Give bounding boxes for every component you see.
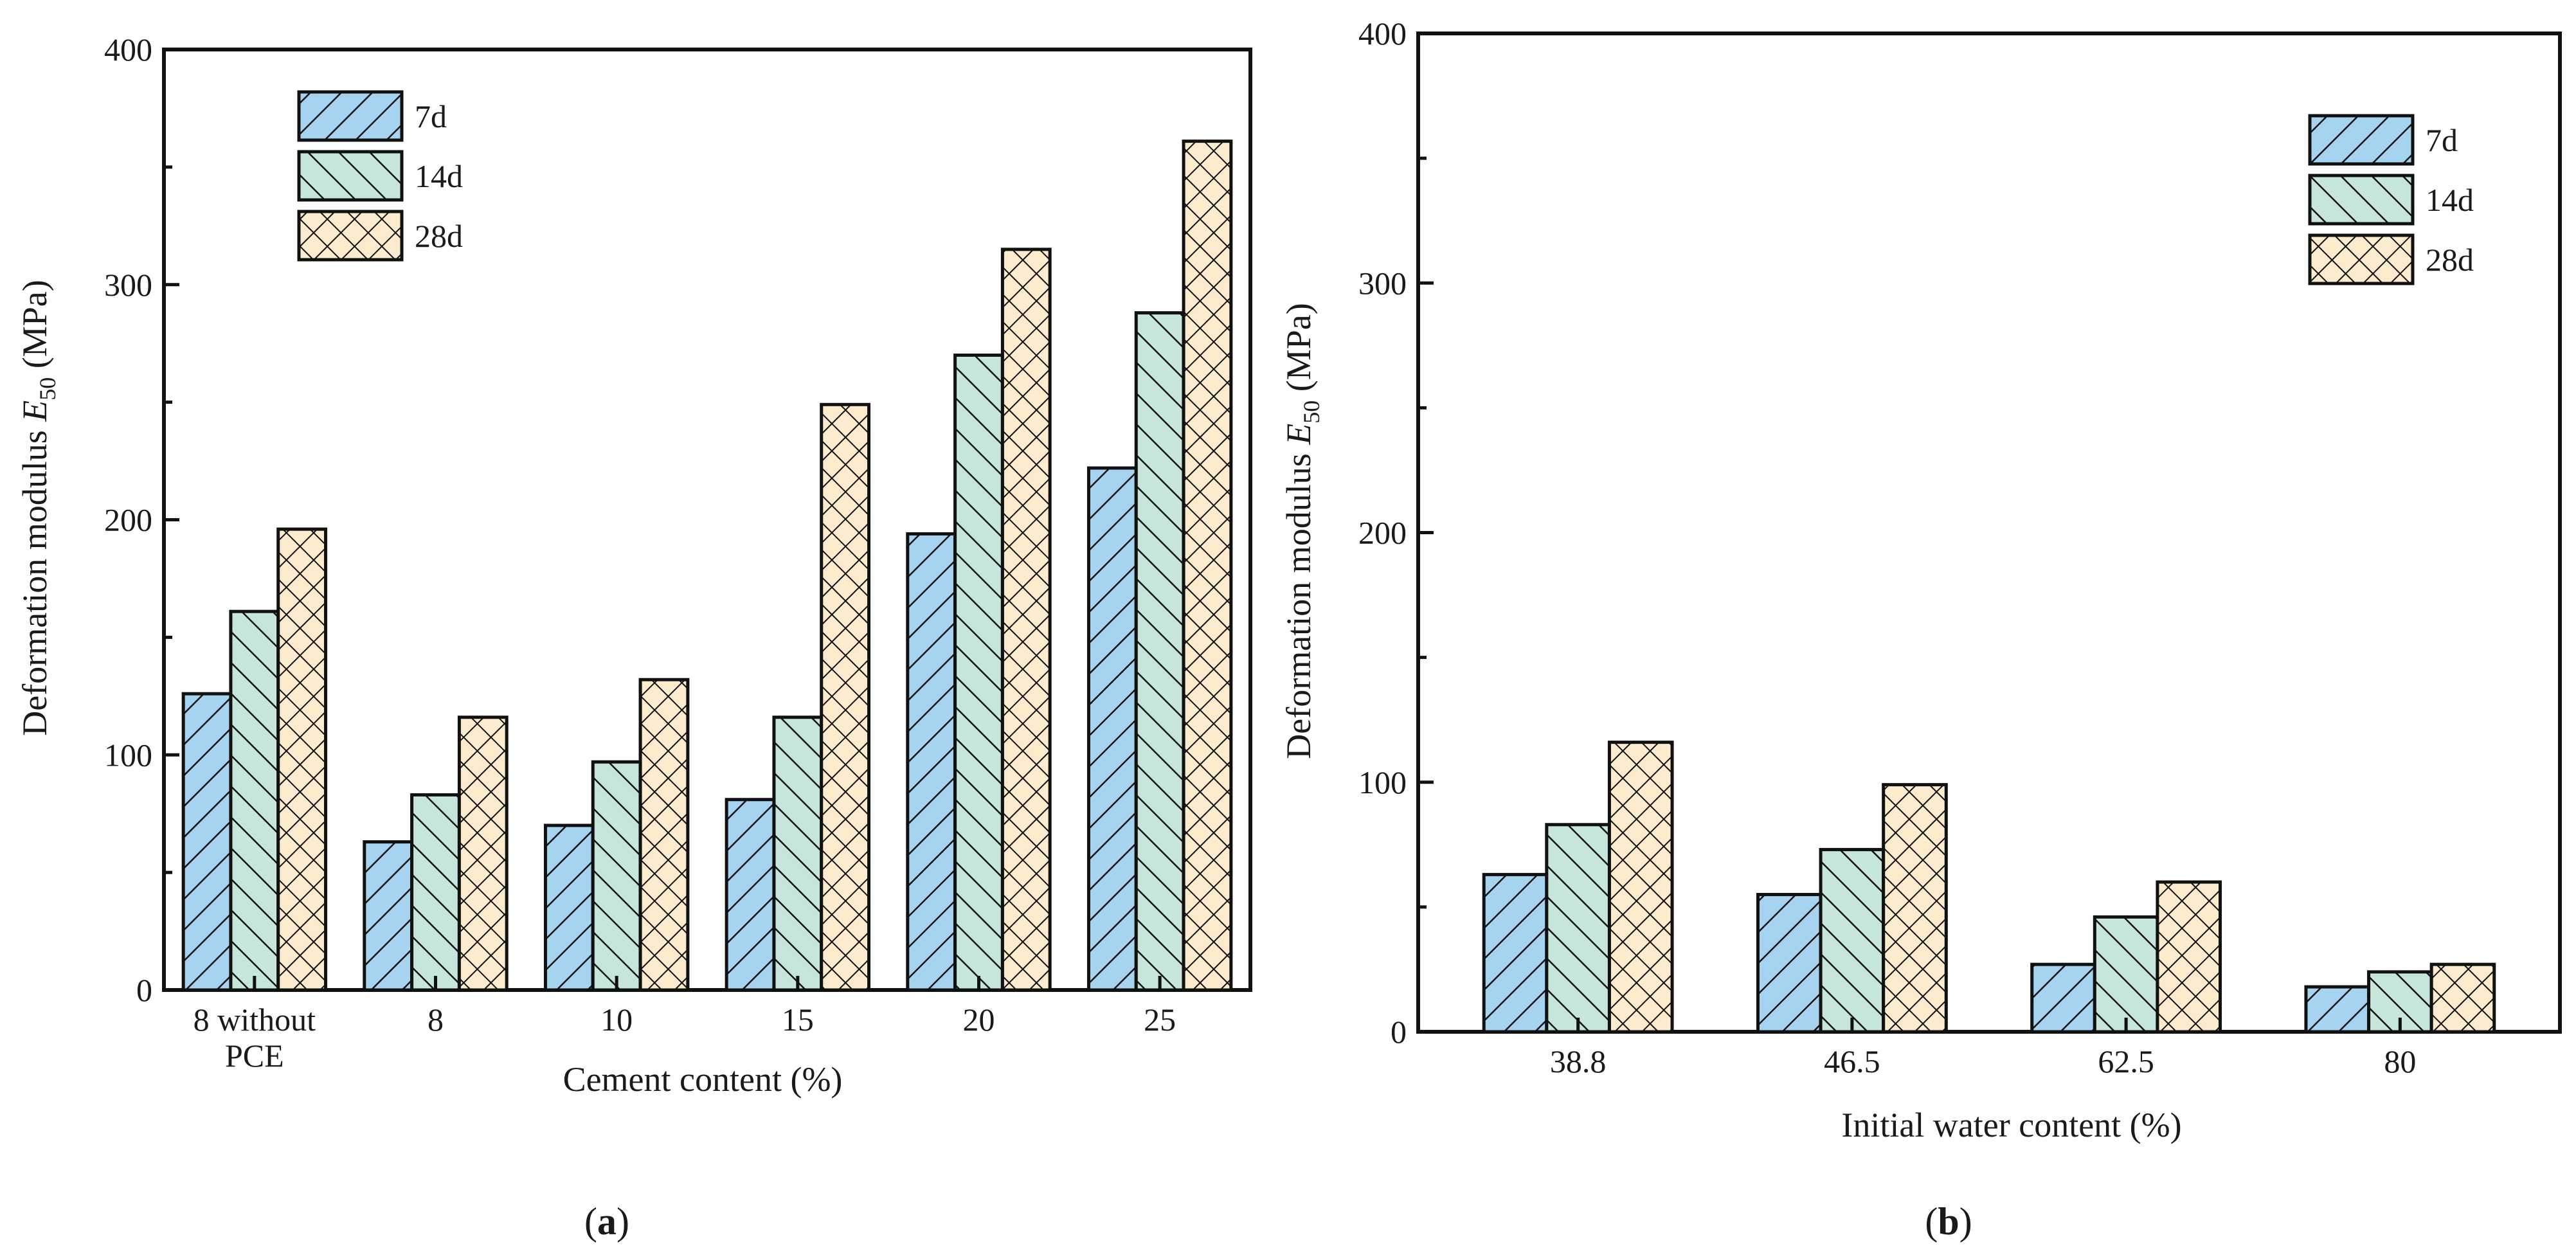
y-tick-label: 200	[1358, 515, 1407, 551]
bar-28d-4	[1000, 248, 1052, 992]
y-tick-label: 100	[104, 737, 152, 773]
legend-label-7d: 7d	[415, 98, 447, 134]
bar-28d-3	[2429, 962, 2496, 1034]
bar-14d-1	[410, 793, 461, 992]
bar-14d-1	[1819, 848, 1886, 1034]
bar-7d-0	[1482, 872, 1549, 1034]
legend-swatch-7d	[2308, 114, 2415, 166]
y-axis-title: Deformation modulus E50 (MPa)	[15, 280, 60, 735]
bar-14d-0	[1545, 823, 1611, 1034]
legend-swatch-28d	[2308, 233, 2415, 285]
bar-14d-2	[2093, 915, 2159, 1034]
legend-label-28d: 28d	[2426, 242, 2474, 278]
bar-14d-3	[772, 716, 824, 992]
x-tick-label: 8	[428, 1002, 444, 1038]
bar-7d-2	[543, 824, 595, 992]
chart-panel-a: Deformation modulus E50 (MPa) Cement con…	[15, 32, 1252, 1243]
x-tick-label: 80	[2384, 1043, 2416, 1079]
bar-7d-0	[181, 692, 233, 992]
bar-7d-4	[906, 532, 957, 992]
bar-14d-4	[953, 353, 1004, 992]
bar-28d-2	[2156, 880, 2222, 1034]
bar-7d-2	[2030, 962, 2096, 1034]
bar-14d-5	[1134, 311, 1185, 992]
y-tick-label: 100	[1358, 764, 1407, 800]
x-tick-label: 38.8	[1550, 1043, 1607, 1079]
bar-28d-0	[1607, 741, 1674, 1034]
x-tick-label: 15	[782, 1002, 814, 1038]
y-tick-label: 400	[1358, 15, 1407, 51]
legend: 7d 14d 28d	[2308, 114, 2474, 285]
x-axis-title: Cement content (%)	[563, 1060, 843, 1099]
panel-label: (b)	[1925, 1200, 1972, 1243]
y-tick-label: 400	[104, 32, 152, 68]
x-tick-label: 62.5	[2098, 1043, 2154, 1079]
panel-label: (a)	[584, 1200, 629, 1243]
y-tick-label: 300	[104, 267, 152, 303]
y-tick-label: 300	[1358, 265, 1407, 301]
legend-swatch-14d	[2308, 174, 2415, 226]
y-tick-label: 0	[1391, 1014, 1407, 1050]
bar-14d-0	[229, 609, 280, 992]
bar-7d-1	[1756, 892, 1823, 1034]
y-tick-label: 0	[136, 972, 152, 1008]
x-tick-label: 8 without PCE	[194, 1002, 316, 1074]
bar-28d-5	[1182, 140, 1233, 992]
bar-28d-3	[820, 402, 871, 992]
bar-7d-3	[2304, 985, 2371, 1034]
bar-28d-1	[1882, 783, 1948, 1034]
legend-label-28d: 28d	[415, 218, 463, 254]
bar-7d-1	[363, 840, 414, 992]
bar-14d-2	[591, 760, 642, 992]
legend-label-7d: 7d	[2426, 122, 2458, 158]
bar-7d-5	[1086, 466, 1138, 992]
x-axis-title: Initial water content (%)	[1841, 1106, 2181, 1144]
legend-swatch-7d	[297, 90, 404, 142]
bar-28d-1	[457, 716, 509, 992]
x-tick-label: 20	[963, 1002, 995, 1038]
y-axis-title: Deformation modulus E50 (MPa)	[1279, 303, 1324, 759]
legend: 7d 14d 28d	[297, 90, 463, 262]
x-tick-label: 10	[600, 1002, 633, 1038]
x-tick-label: 46.5	[1824, 1043, 1880, 1079]
bar-28d-2	[638, 678, 690, 992]
bar-28d-0	[276, 527, 328, 992]
legend-label-14d: 14d	[2426, 182, 2474, 218]
legend-swatch-28d	[297, 210, 404, 262]
x-tick-label: 25	[1144, 1002, 1176, 1038]
bar-7d-3	[725, 798, 776, 992]
y-tick-label: 200	[104, 502, 152, 538]
legend-swatch-14d	[297, 150, 404, 202]
legend-label-14d: 14d	[415, 158, 463, 194]
chart-panel-b: Deformation modulus E50 (MPa) Initial wa…	[1279, 15, 2562, 1243]
